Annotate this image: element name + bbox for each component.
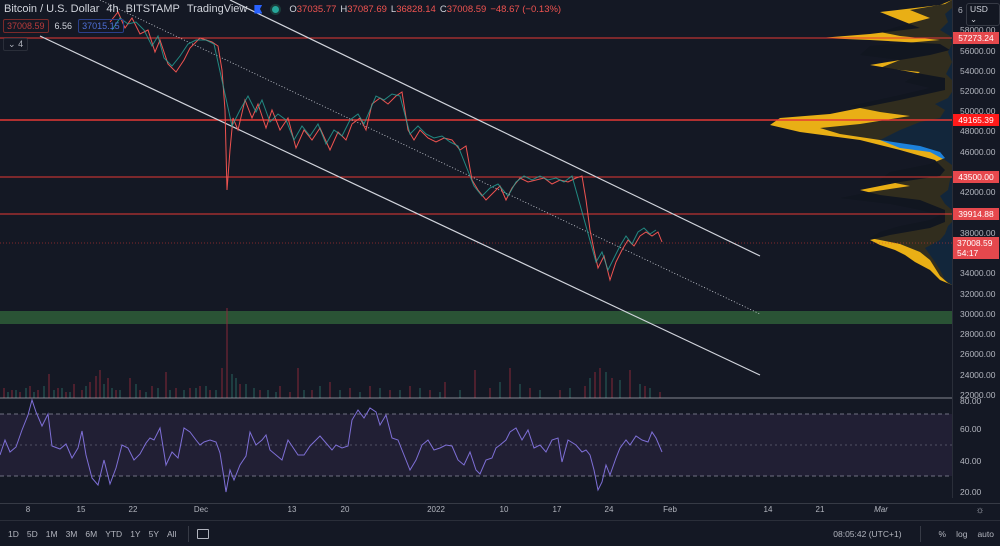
price-candles (109, 11, 663, 282)
low-value: 36828.14 (396, 3, 436, 15)
time-label: 10 (499, 505, 509, 514)
price-axis-label: 48000.00 (960, 126, 996, 136)
interval-label[interactable]: 4h (106, 3, 119, 15)
price-axis-label: 46000.00 (960, 147, 996, 157)
price-axis-label: 42000.00 (960, 187, 996, 197)
price-line-label[interactable]: 57273.24 (953, 32, 999, 44)
exchange-label: BITSTAMP (125, 3, 180, 15)
bottom-toolbar: 1D 5D 1M 3M 6M YTD 1Y 5Y All 08:05:42 (U… (0, 520, 1000, 546)
time-label: Mar (874, 505, 888, 514)
range-6m[interactable]: 6M (85, 528, 98, 539)
price-axis-label: 52000.00 (960, 86, 996, 96)
close-value: 37008.59 (446, 3, 487, 15)
flag-icon[interactable] (254, 4, 263, 14)
price-axis-label: 28000.00 (960, 329, 996, 339)
price-axis-label: 58000.00 (960, 25, 996, 35)
price-axis-label: 54000.00 (960, 66, 996, 76)
time-label: Dec (193, 505, 209, 514)
range-5y[interactable]: 5Y (148, 528, 159, 539)
go-to-date-icon[interactable] (197, 528, 210, 539)
time-label: 21 (815, 505, 825, 514)
current-price-label: 37008.59 54:17 (953, 237, 999, 259)
chevron-down-icon: ⌄ (8, 39, 16, 49)
currency-selector[interactable]: USD ⌄ (966, 3, 1000, 26)
high-value: 37087.69 (347, 3, 387, 15)
time-label: 17 (552, 505, 562, 514)
market-status-icon (272, 5, 280, 13)
volume-bars (3, 308, 661, 398)
time-label: 24 (604, 505, 614, 514)
price-line-label[interactable]: 39914.88 (953, 208, 999, 220)
range-3m[interactable]: 3M (65, 528, 78, 539)
bar-countdown: 54:17 (957, 248, 979, 258)
symbol-title[interactable]: Bitcoin / U.S. Dollar (4, 3, 100, 15)
range-1y[interactable]: 1Y (130, 528, 141, 539)
sell-button[interactable]: 37008.59 (3, 19, 49, 33)
price-axis-label: 22000.00 (960, 390, 996, 400)
indicators-toggle[interactable]: ⌄ 4 (3, 38, 29, 51)
range-5d[interactable]: 5D (26, 528, 38, 539)
support-zone (0, 311, 952, 324)
descending-channel (39, 0, 761, 376)
price-axis-label: 34000.00 (960, 268, 996, 278)
percent-scale-toggle[interactable]: % (938, 529, 947, 539)
price-axis-label: 30000.00 (960, 309, 996, 319)
price-axis[interactable] (952, 0, 1000, 498)
scale-controls: 08:05:42 (UTC+1) % log auto (833, 521, 994, 546)
price-axis-label: 6 (958, 5, 963, 15)
rsi-axis-label: 40.00 (960, 456, 982, 466)
price-axis-label: 24000.00 (960, 370, 996, 380)
price-axis-label: 50000.00 (960, 106, 996, 116)
range-1d[interactable]: 1D (8, 528, 19, 539)
clock[interactable]: 08:05:42 (UTC+1) (833, 529, 902, 539)
indicator-count: 4 (18, 39, 24, 49)
source-label: TradingView (186, 3, 248, 15)
rsi-line (0, 398, 663, 493)
change-value: −48.67 (−0.13%) (490, 3, 562, 15)
chart-canvas[interactable] (0, 0, 1000, 503)
range-ytd[interactable]: YTD (105, 528, 123, 539)
time-label: 20 (340, 505, 350, 514)
price-axis-label: 32000.00 (960, 289, 996, 299)
time-label: 2022 (427, 505, 445, 514)
time-label: 15 (76, 505, 86, 514)
open-value: 37035.77 (296, 3, 337, 15)
divider (919, 526, 921, 542)
time-label: Feb (663, 505, 677, 514)
range-1m[interactable]: 1M (45, 528, 58, 539)
time-label: 14 (763, 505, 773, 514)
settings-gear-icon[interactable]: ☼ (975, 505, 985, 516)
trade-buttons: 37008.59 6.56 37015.15 (3, 19, 124, 33)
divider (188, 525, 190, 542)
price-line-label[interactable]: 49165.39 (953, 114, 999, 126)
price-axis-label: 26000.00 (960, 349, 996, 359)
log-scale-toggle[interactable]: log (956, 529, 968, 539)
rsi-axis-label: 80.00 (960, 396, 982, 406)
price-axis-label: 56000.00 (960, 46, 996, 56)
rsi-axis-label: 60.00 (960, 424, 982, 434)
price-axis-label: 38000.00 (960, 228, 996, 238)
rsi-axis-label: 20.00 (960, 487, 982, 497)
symbol-legend[interactable]: Bitcoin / U.S. Dollar 4h BITSTAMP Tradin… (4, 3, 561, 15)
buy-button[interactable]: 37015.15 (78, 19, 124, 33)
time-label: 22 (128, 505, 138, 514)
price-levels (0, 37, 952, 215)
spread-value: 6.56 (54, 21, 73, 31)
current-price: 37008.59 (957, 238, 993, 248)
range-all[interactable]: All (167, 528, 177, 539)
time-axis[interactable] (0, 503, 1000, 518)
time-label: 13 (287, 505, 297, 514)
ohlc-values: O37035.77 H37087.69 L36828.14 C37008.59 … (289, 3, 562, 15)
date-range-selector: 1D 5D 1M 3M 6M YTD 1Y 5Y All (0, 529, 180, 539)
time-label: 8 (25, 505, 31, 514)
volume-profile (770, 0, 952, 285)
price-line-label[interactable]: 43500.00 (953, 171, 999, 183)
auto-scale-toggle[interactable]: auto (977, 529, 994, 539)
